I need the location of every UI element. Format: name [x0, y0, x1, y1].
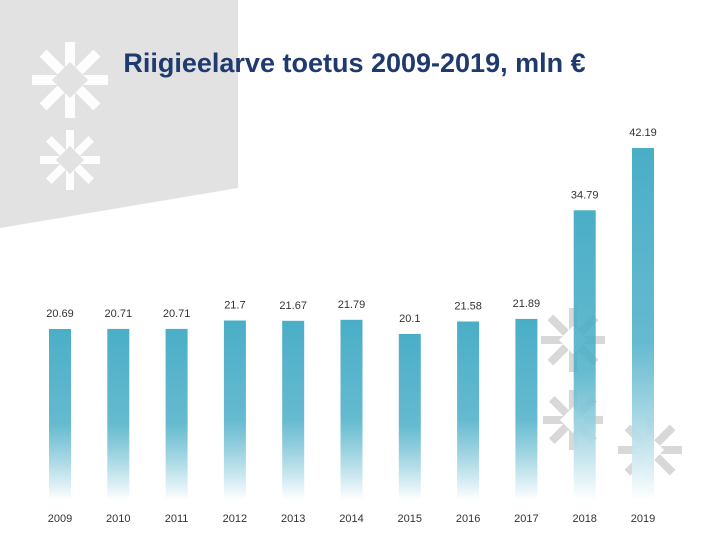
value-label-2018: 34.79 [571, 189, 599, 201]
bar-2009 [49, 329, 71, 500]
value-label-2016: 21.58 [454, 301, 482, 313]
value-label-2010: 20.71 [105, 308, 133, 320]
category-label-2009: 2009 [48, 513, 72, 525]
bar-2019 [632, 148, 654, 500]
bar-2011 [165, 328, 188, 500]
bar-2012 [223, 320, 246, 500]
category-label-2019: 2019 [631, 513, 655, 525]
category-label-2011: 2011 [165, 513, 189, 525]
bar-2014 [340, 319, 363, 500]
category-label-2014: 2014 [339, 513, 363, 525]
value-label-2011: 20.71 [163, 308, 191, 320]
category-label-2013: 2013 [281, 513, 305, 525]
bar-2016 [457, 321, 480, 500]
bar-2018 [573, 210, 596, 501]
value-labels-layer: 20.69 20.71 20.71 21.7 21.67 21.79 20.1 21.58 21… [46, 127, 657, 325]
snowflake-icon [32, 42, 108, 118]
category-label-2018: 2018 [572, 513, 596, 525]
category-label-2010: 2010 [106, 513, 130, 525]
value-label-2017: 21.89 [513, 298, 541, 310]
category-label-2016: 2016 [456, 513, 480, 525]
snowflake-icon [40, 130, 100, 190]
value-label-2012: 21.7 [224, 300, 245, 312]
value-label-2019: 42.19 [629, 127, 657, 139]
value-label-2013: 21.67 [279, 300, 307, 312]
bars-layer [49, 148, 654, 501]
category-labels-layer: 2009 2010 2011 2012 2013 2014 2015 2016 2017 2018… [48, 513, 655, 525]
value-label-2014: 21.79 [338, 299, 366, 311]
value-label-2015: 20.1 [399, 313, 420, 325]
category-label-2012: 2012 [223, 513, 247, 525]
bar-2017 [515, 318, 538, 500]
bar-2010 [107, 328, 130, 500]
bar-2013 [282, 320, 305, 500]
category-label-2015: 2015 [398, 513, 422, 525]
bar-2015 [398, 334, 421, 500]
value-label-2009: 20.69 [46, 308, 74, 320]
category-label-2017: 2017 [514, 513, 538, 525]
chart-title: Riigieelarve toetus 2009-2019, mln € [123, 48, 586, 78]
